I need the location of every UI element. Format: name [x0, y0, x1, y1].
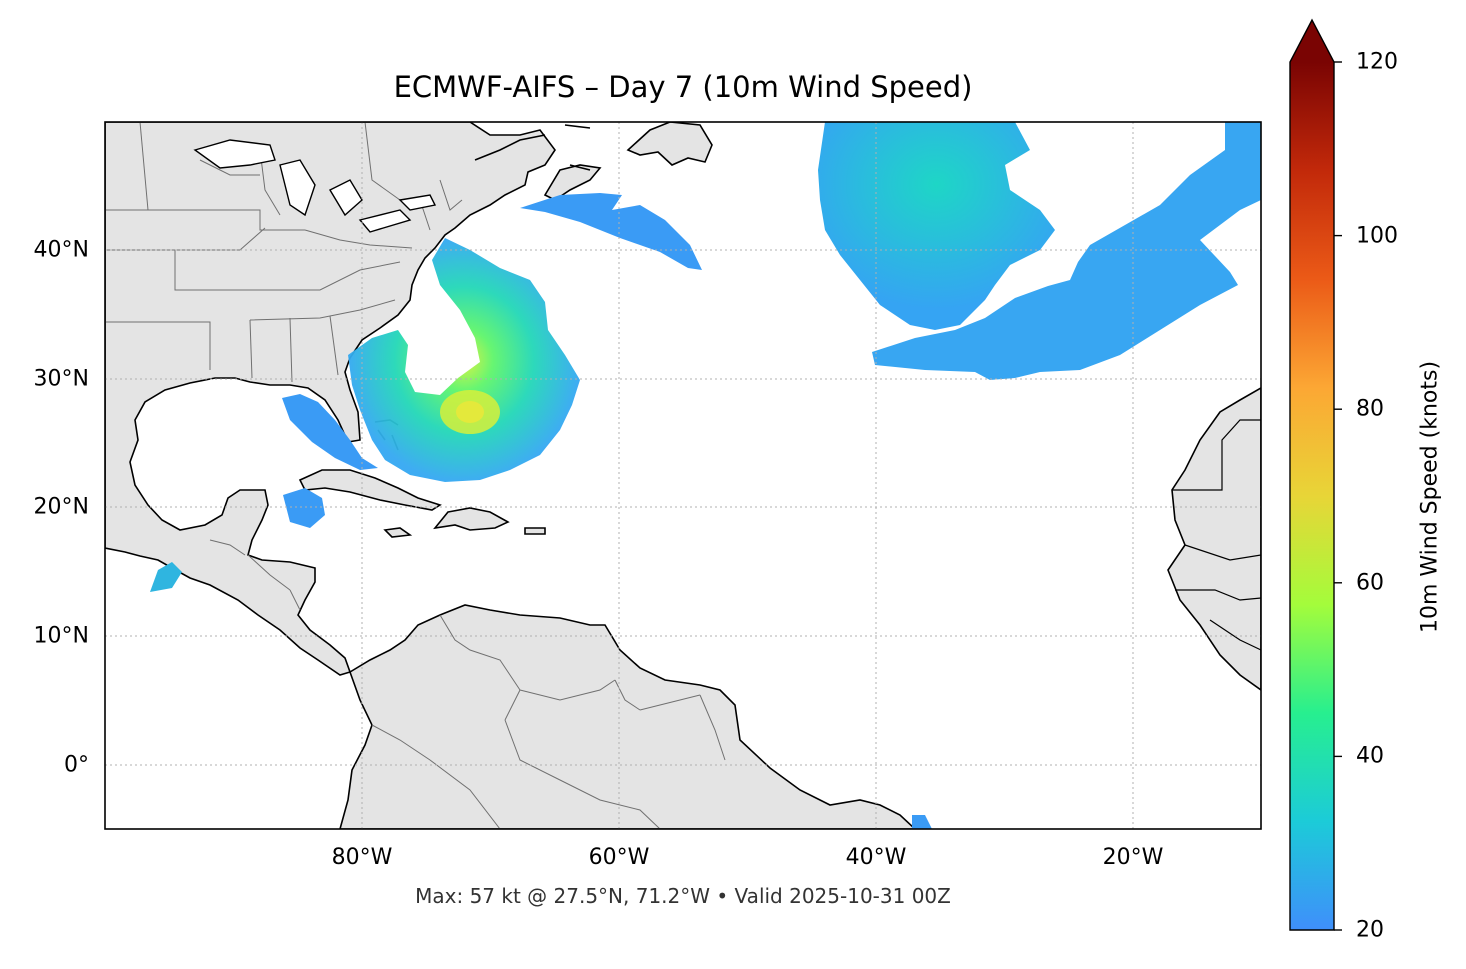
lon-label-40w: 40°W	[845, 845, 907, 870]
colorbar-gradient	[1290, 62, 1334, 930]
hispaniola-landmass	[433, 507, 510, 531]
africa-borders	[1172, 419, 1261, 651]
storm-center	[456, 401, 484, 423]
colorbar-tick-label-60: 60	[1356, 570, 1384, 596]
colorbar-tick-label-20: 20	[1356, 917, 1384, 943]
colorbar-tick-label-100: 100	[1356, 223, 1398, 249]
colorbar-extend-arrow	[1290, 20, 1334, 62]
wind-field-northeast-atlantic	[872, 122, 1261, 380]
wind-field-north-atlantic	[818, 122, 1055, 330]
nova-scotia-landmass	[543, 164, 602, 201]
lat-label-10n: 10°N	[33, 623, 89, 649]
north-america-landmass	[105, 122, 556, 676]
puerto-rico-landmass	[524, 527, 546, 535]
colorbar-ticks	[1334, 61, 1342, 931]
colorbar-tick-label-80: 80	[1356, 396, 1384, 422]
colorbar-tick-label-40: 40	[1356, 743, 1384, 769]
lat-label-0: 0°	[64, 752, 89, 778]
colorbar-tick-label-120: 120	[1356, 49, 1398, 75]
map-title: ECMWF-AIFS – Day 7 (10m Wind Speed)	[393, 70, 973, 104]
wind-field-gulf-patch	[282, 394, 378, 470]
wind-field-equatorial-patch	[912, 815, 932, 829]
colorbar-title: 10m Wind Speed (knots)	[1417, 360, 1443, 634]
wind-field-pacific-patch	[150, 562, 182, 592]
jamaica-landmass	[383, 527, 413, 538]
lat-label-30n: 30°N	[33, 366, 89, 392]
wind-field-newfoundland-streak	[520, 193, 702, 270]
map-frame	[104, 121, 1262, 830]
lat-label-40n: 40°N	[33, 237, 89, 263]
newfoundland-landmass	[626, 122, 713, 166]
great-lakes	[193, 139, 437, 233]
south-america-borders	[371, 614, 726, 829]
lon-label-20w: 20°W	[1102, 845, 1164, 870]
lon-label-80w: 80°W	[331, 845, 393, 870]
wind-field-storm-crescent	[348, 238, 580, 482]
wind-field-caribbean-patch	[283, 488, 325, 528]
lat-label-20n: 20°N	[33, 494, 89, 520]
central-america-borders	[209, 539, 301, 611]
south-america-landmass	[339, 604, 917, 829]
lon-label-60w: 60°W	[588, 845, 650, 870]
colorbar-frame	[1289, 18, 1335, 931]
maritime-islands	[474, 124, 591, 171]
map-footer-caption: Max: 57 kt @ 27.5°N, 71.2°W • Valid 2025…	[415, 884, 951, 908]
